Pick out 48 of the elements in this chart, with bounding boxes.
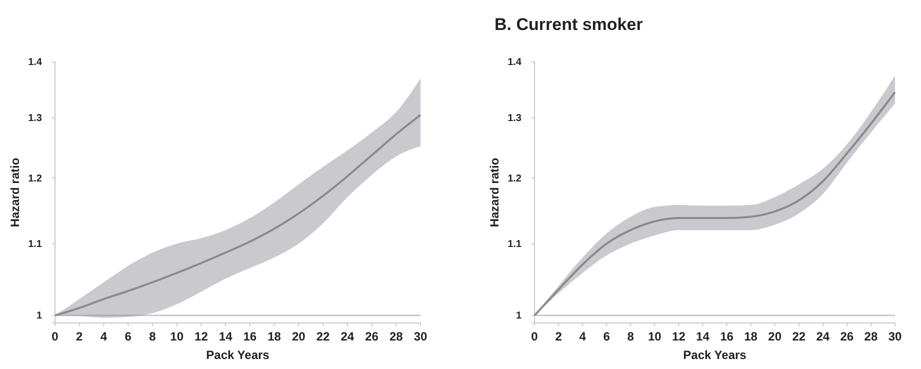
y-tick-label: 1.4 bbox=[508, 57, 522, 68]
x-tick-label: 30 bbox=[888, 330, 902, 344]
x-tick-label: 18 bbox=[268, 330, 282, 344]
y-tick-label: 1 bbox=[516, 310, 522, 322]
y-tick-label: 1.4 bbox=[28, 57, 42, 68]
x-tick-label: 12 bbox=[194, 330, 208, 344]
x-tick-label: 6 bbox=[603, 330, 610, 344]
x-tick-label: 18 bbox=[744, 330, 758, 344]
x-tick-label: 20 bbox=[768, 330, 782, 344]
y-tick-label: 1 bbox=[36, 310, 42, 322]
x-tick-label: 28 bbox=[389, 330, 404, 344]
x-tick-label: 4 bbox=[100, 330, 108, 344]
x-tick-label: 12 bbox=[672, 330, 686, 344]
x-tick-label: 8 bbox=[149, 330, 156, 344]
x-tick-label: 30 bbox=[414, 330, 428, 344]
x-tick-label: 2 bbox=[555, 330, 562, 344]
y-tick-label: 1.3 bbox=[508, 113, 522, 124]
x-tick-label: 16 bbox=[720, 330, 734, 344]
x-tick-label: 22 bbox=[316, 330, 330, 344]
x-tick-label: 26 bbox=[365, 330, 379, 344]
y-tick-label: 1.2 bbox=[508, 173, 522, 184]
x-tick-label: 24 bbox=[340, 330, 354, 344]
x-tick-label: 8 bbox=[627, 330, 634, 344]
x-tick-label: 14 bbox=[696, 330, 710, 344]
x-axis-title: Pack Years bbox=[683, 348, 747, 362]
y-tick-label: 1.3 bbox=[28, 113, 42, 124]
chart-title: B. Current smoker bbox=[494, 15, 644, 34]
x-tick-label: 22 bbox=[792, 330, 806, 344]
x-tick-label: 6 bbox=[124, 330, 132, 344]
x-tick-label: 16 bbox=[243, 330, 257, 344]
x-tick-label: 14 bbox=[218, 330, 233, 344]
x-tick-label: 4 bbox=[579, 330, 586, 344]
y-tick-label: 1.2 bbox=[28, 173, 42, 184]
x-tick-label: 10 bbox=[648, 330, 662, 344]
y-tick-label: 1.1 bbox=[28, 238, 42, 250]
y-tick-label: 1.1 bbox=[508, 238, 522, 250]
y-axis-title: Hazard ratio bbox=[8, 158, 22, 228]
x-tick-label: 0 bbox=[531, 330, 538, 344]
x-tick-label: 10 bbox=[170, 330, 184, 344]
x-tick-label: 28 bbox=[864, 330, 878, 344]
x-tick-label: 2 bbox=[76, 330, 84, 344]
x-axis-title: Pack Years bbox=[206, 348, 270, 362]
x-tick-label: 20 bbox=[292, 330, 306, 344]
x-tick-label: 0 bbox=[52, 330, 59, 344]
x-tick-label: 26 bbox=[840, 330, 854, 344]
line-series bbox=[54, 114, 422, 316]
x-tick-label: 24 bbox=[816, 330, 830, 344]
y-axis-title: Hazard ratio bbox=[488, 158, 502, 228]
